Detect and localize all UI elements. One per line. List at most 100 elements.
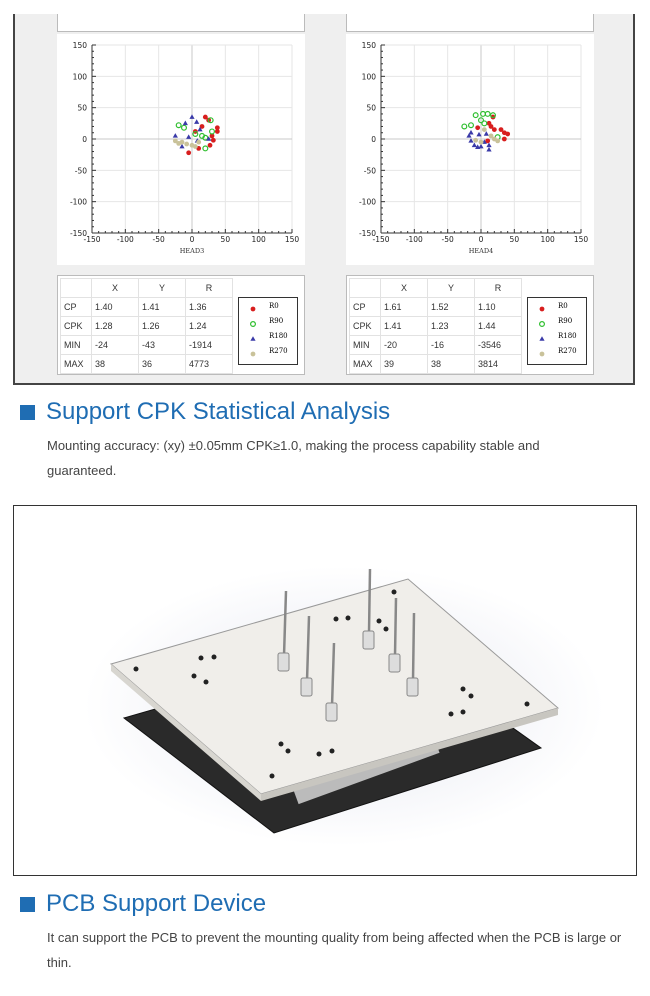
legend-label: R0 (558, 302, 568, 310)
legend-item-r0: R0 (247, 302, 297, 314)
table-row: CPK 1.41 1.23 1.44 (349, 316, 522, 336)
x-tick-label: 100 (252, 235, 267, 244)
point-r270 (473, 137, 479, 143)
point-r180 (466, 133, 472, 138)
x-tick-label: 50 (221, 235, 231, 244)
point-r0 (199, 124, 205, 129)
head4-scatter-chart: -150 -100 -50 0 50 100 150 150 100 50 0 -50 -100 -150… (359, 41, 589, 255)
point-r90 (175, 122, 182, 129)
section-title-cpk: Support CPK Statistical Analysis (20, 398, 390, 426)
point-r180 (476, 131, 482, 137)
legend-marker (250, 306, 256, 312)
y-tick-label: 100 (73, 72, 88, 81)
point-r90 (481, 120, 488, 127)
point-r0 (210, 137, 216, 143)
table-row: CP 1.40 1.41 1.36 (60, 297, 233, 317)
triangle-marker-icon (250, 336, 256, 341)
filled-circle-marker-icon (250, 306, 256, 312)
legend-item-r90: R90 (536, 317, 586, 329)
y-tick-label: -50 (75, 166, 87, 175)
point-r90 (207, 117, 214, 124)
y-tick-label: 50 (77, 104, 87, 113)
section-text-cpk: Mounting accuracy: (xy) ±0.05mm CPK≥1.0,… (47, 438, 540, 478)
y-tick-label: -100 (359, 198, 376, 207)
legend-marker (250, 336, 256, 341)
point-r0 (505, 131, 511, 137)
x-tick-label: -50 (442, 235, 454, 244)
square-bullet-icon (20, 896, 35, 912)
x-tick-label: 0 (479, 235, 484, 244)
point-r90 (467, 122, 474, 129)
point-r0 (214, 129, 220, 134)
table-row: MIN -24 -43 -1914 (60, 335, 233, 355)
point-r180 (468, 129, 474, 135)
y-tick-label: 100 (362, 72, 377, 81)
point-r0 (207, 142, 213, 148)
pcb-support-device-image (13, 505, 637, 876)
x-tick-label: -100 (406, 235, 423, 244)
point-r270 (478, 139, 484, 145)
legend-label: R180 (269, 332, 288, 340)
point-r270 (495, 138, 501, 144)
x-tick-label: -100 (117, 235, 134, 244)
point-r180 (486, 142, 492, 148)
point-r0 (498, 127, 504, 132)
point-r90 (192, 130, 199, 137)
point-r270 (176, 140, 182, 146)
y-tick-label: -100 (70, 198, 87, 207)
legend-label: R90 (269, 317, 284, 325)
point-r0 (491, 127, 497, 132)
section-text-pcb: It can support the PCB to prevent the mo… (47, 930, 622, 970)
legend-label: R90 (558, 317, 573, 325)
point-r90 (484, 110, 491, 117)
legend-marker (249, 320, 257, 328)
filled-circle-marker-icon (250, 351, 256, 357)
hollow-circle-marker-icon (538, 320, 546, 328)
x-tick-label: -150 (372, 235, 389, 244)
y-tick-label: 150 (73, 41, 88, 50)
chart-legend: R0 R90 R180 R270 (238, 297, 298, 365)
hollow-circle-marker-icon (249, 320, 257, 328)
point-r0 (501, 136, 507, 142)
x-axis-label: HEAD3 (180, 247, 204, 255)
point-r180 (468, 138, 474, 143)
point-r180 (206, 136, 212, 141)
point-r0 (202, 114, 208, 120)
point-r0 (209, 133, 215, 139)
cut-off-table-left (57, 14, 305, 32)
col-x: X (91, 278, 139, 298)
cut-off-table-right (346, 14, 594, 32)
point-r270 (172, 138, 178, 144)
point-r0 (214, 125, 220, 131)
legend-marker (539, 336, 545, 341)
point-r90 (199, 132, 206, 139)
point-r270 (481, 127, 487, 132)
x-tick-label: 150 (285, 235, 300, 244)
section-title-pcb: PCB Support Device (20, 890, 266, 918)
point-r270 (192, 144, 198, 149)
y-tick-label: -150 (359, 229, 376, 238)
filled-circle-marker-icon (539, 306, 545, 312)
point-r0 (186, 150, 192, 156)
legend-marker (539, 351, 545, 357)
x-tick-label: 100 (541, 235, 556, 244)
point-r180 (189, 114, 195, 119)
x-tick-label: 0 (190, 235, 195, 244)
point-r90 (472, 112, 479, 119)
x-tick-label: 150 (574, 235, 589, 244)
point-r90 (180, 124, 187, 131)
table-row: MAX 39 38 3814 (349, 354, 522, 374)
point-r180 (478, 143, 484, 149)
col-y: Y (138, 278, 186, 298)
point-r90 (202, 145, 209, 152)
point-r270 (488, 133, 494, 139)
point-r90 (490, 112, 497, 119)
point-r180 (182, 120, 188, 126)
point-r180 (197, 126, 203, 132)
head4-scatter-panel: -150 -100 -50 0 50 100 150 150 100 50 0 -50 -100 -150… (346, 34, 594, 265)
x-tick-label: -50 (153, 235, 165, 244)
